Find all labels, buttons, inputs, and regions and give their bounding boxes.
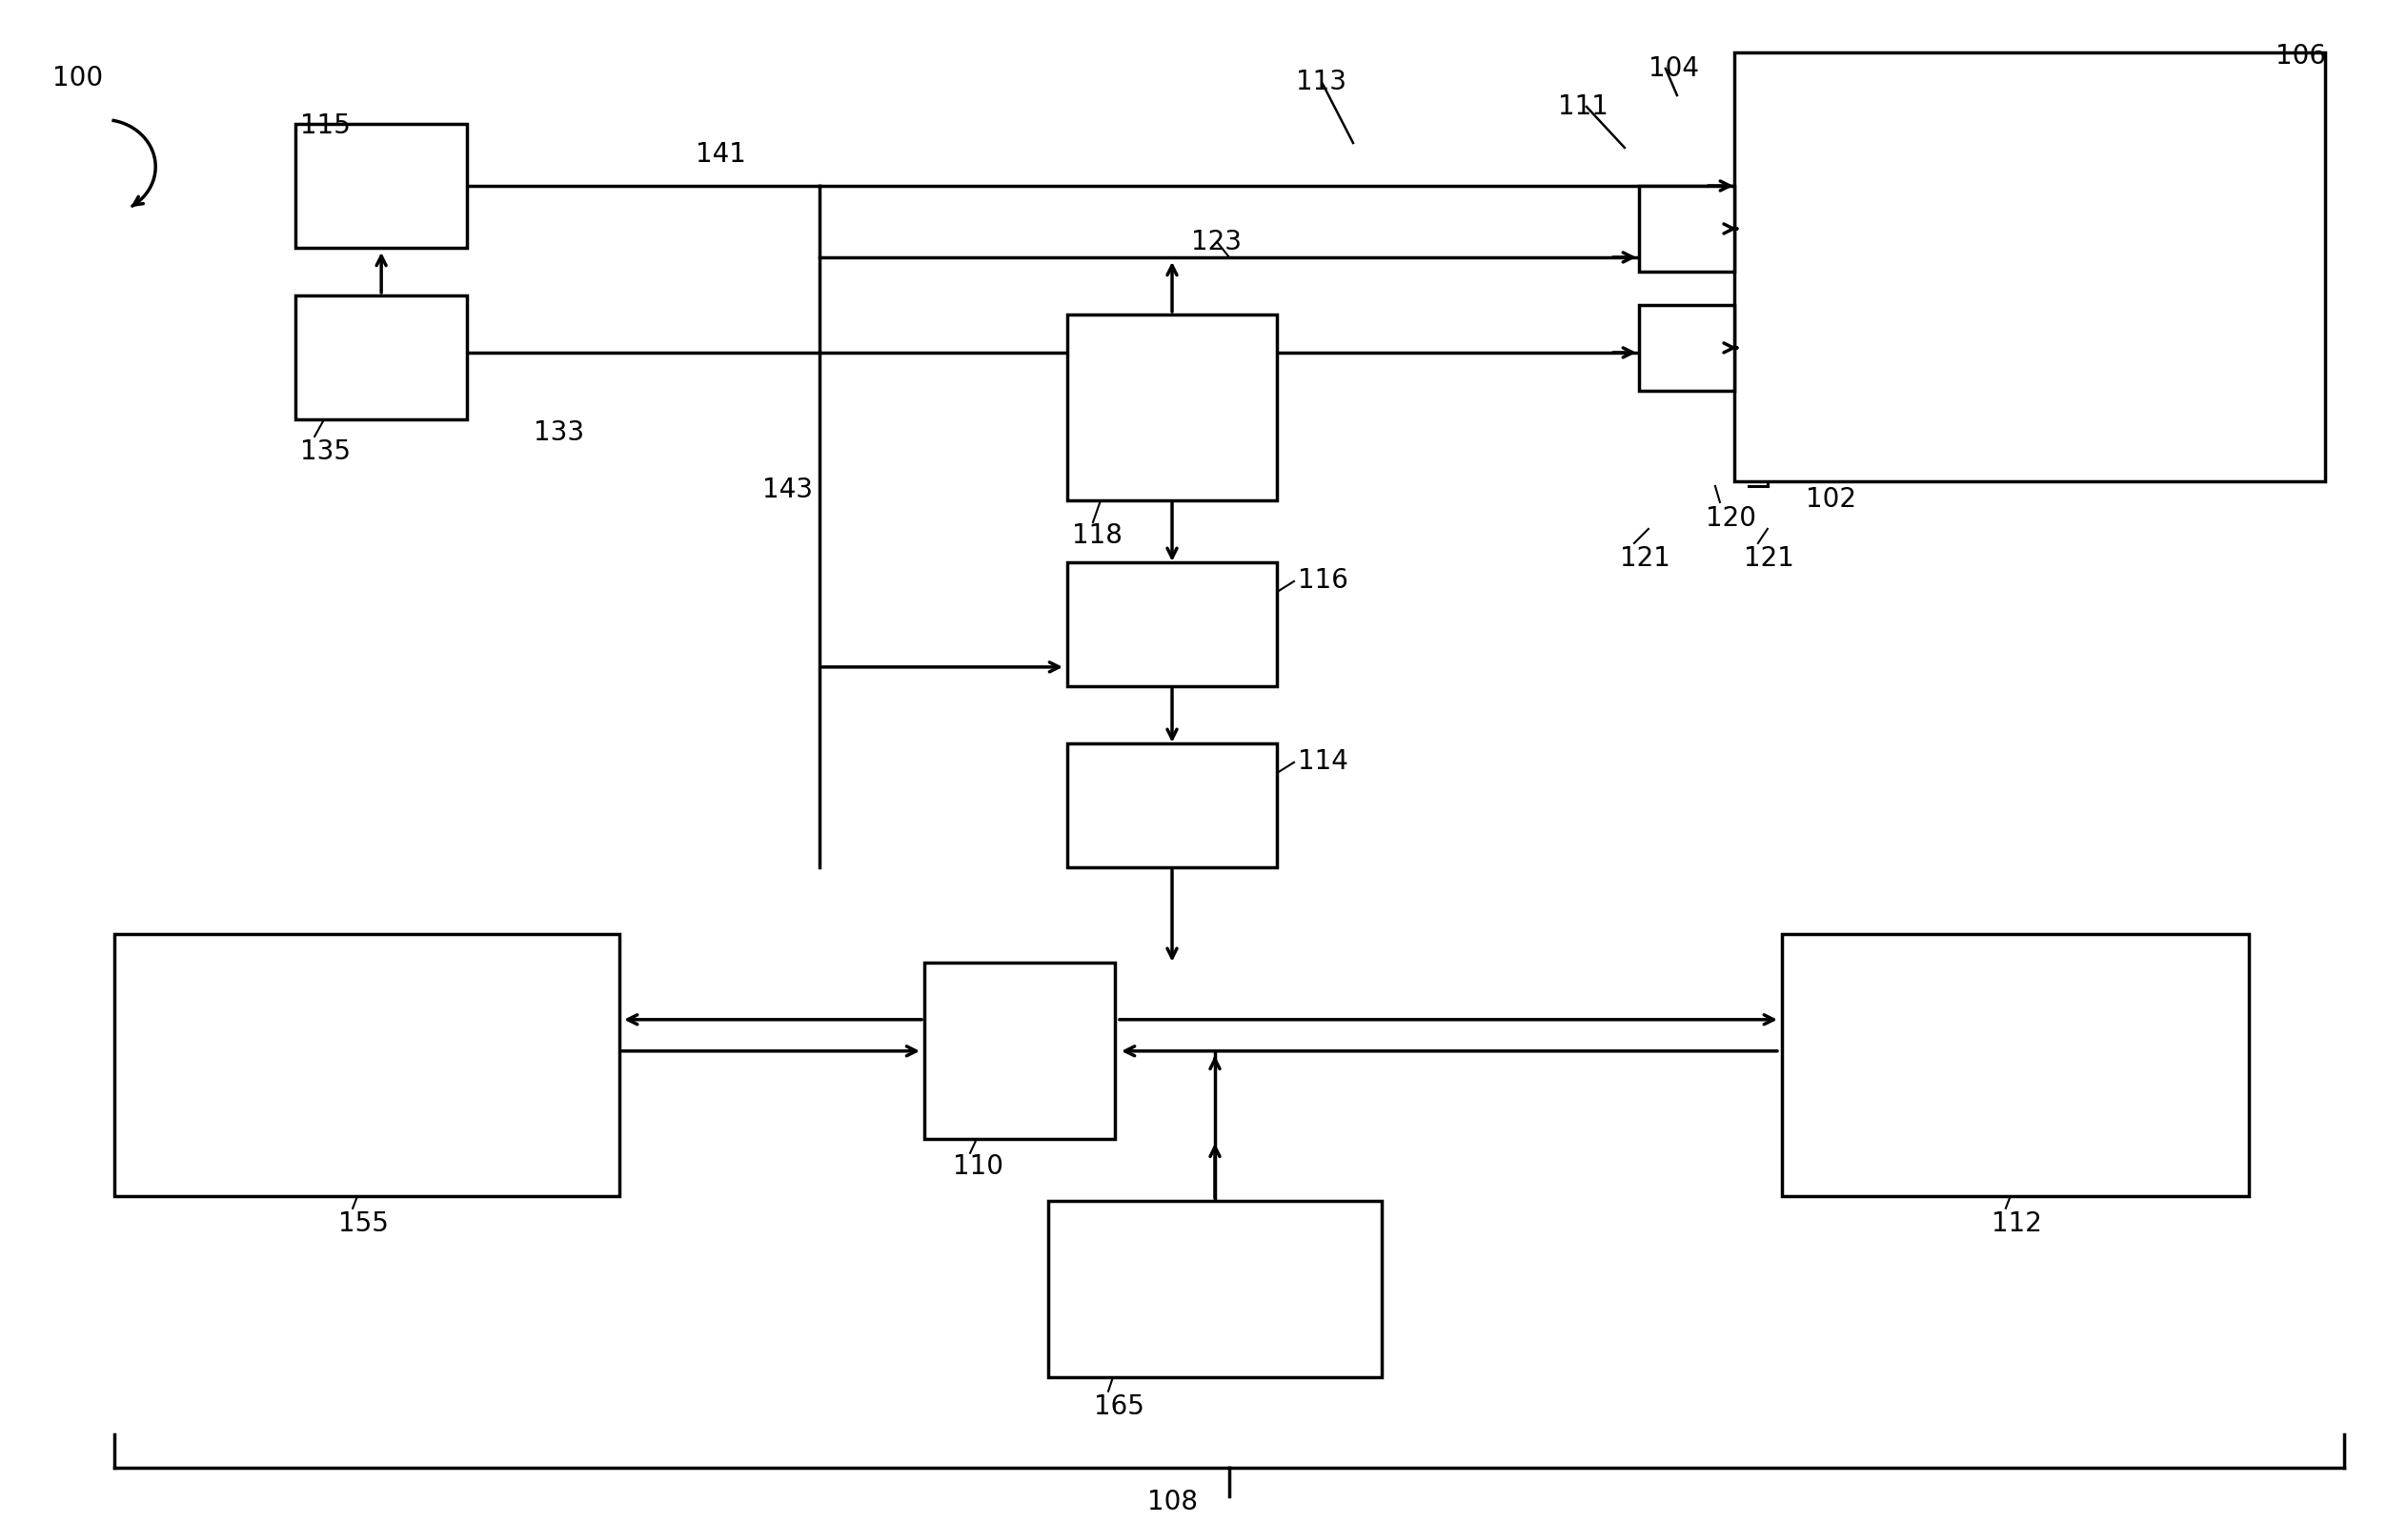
Text: 135: 135 [301,439,352,465]
Text: 100: 100 [53,65,104,91]
Text: 118: 118 [1072,522,1122,548]
Text: 155: 155 [340,1211,388,1237]
Bar [1067,562,1276,685]
Text: 115: 115 [301,113,352,139]
Text: 120: 120 [1705,506,1755,532]
Text: 121: 121 [1621,545,1671,571]
Text: 104: 104 [1649,55,1700,82]
Text: 123: 123 [1192,228,1243,256]
Text: 111: 111 [1558,93,1609,120]
Bar [1782,934,2249,1196]
Bar [116,934,619,1196]
Text: 143: 143 [763,477,814,503]
Bar [925,963,1115,1139]
Text: 121: 121 [1743,545,1794,571]
Bar [1640,305,1734,391]
Bar [1734,52,2324,481]
Text: 108: 108 [1146,1488,1197,1515]
Text: 113: 113 [1296,69,1346,96]
Bar [296,123,467,248]
Bar [1640,186,1734,271]
Text: 141: 141 [696,142,746,168]
Bar [1067,314,1276,500]
Bar [296,295,467,419]
Text: 116: 116 [1298,567,1348,594]
Text: 110: 110 [954,1153,1004,1180]
Text: 106: 106 [2276,43,2326,70]
Bar [1047,1200,1382,1377]
Text: 112: 112 [1991,1211,2042,1237]
Text: 133: 133 [535,419,585,446]
Bar [1067,743,1276,867]
Text: 102: 102 [1806,486,1857,513]
Text: 114: 114 [1298,748,1348,775]
Text: 165: 165 [1093,1394,1144,1419]
